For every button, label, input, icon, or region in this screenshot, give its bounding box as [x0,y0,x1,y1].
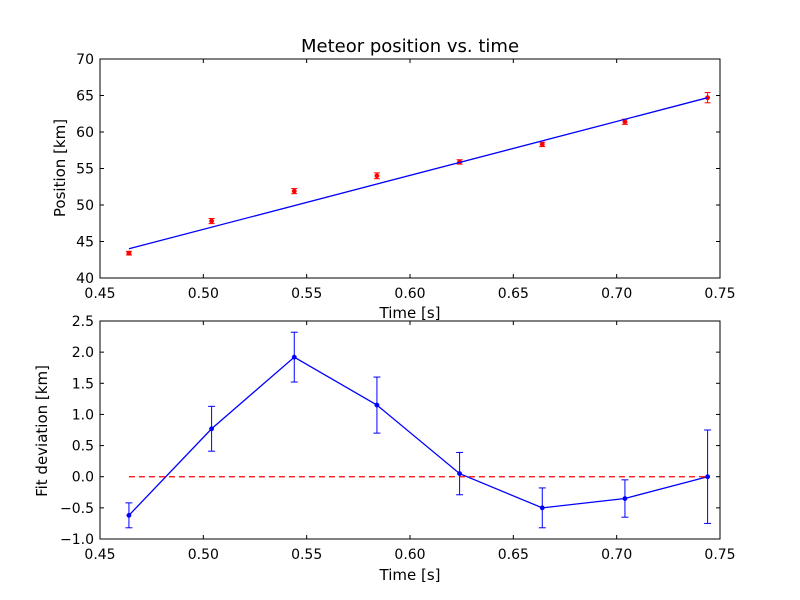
data-point [126,250,132,256]
data-point [539,505,545,511]
x-tick-label: 0.45 [84,547,115,563]
data-point [291,188,297,194]
x-tick-label: 0.75 [704,547,735,563]
fit-line [128,97,708,250]
x-tick-label: 0.70 [601,286,632,302]
deviation-chart: 0.45 0.50 0.55 0.60 0.65 0.70 0.75 −1.0 −0.5 0.0 0… [33,314,736,584]
position-plot-area: 0.45 0.50 0.55 0.60 0.65 0.70 0.75 40 45 50 55 60 65… [76,52,735,302]
x-axis-label: Time [s] [379,304,441,322]
y-tick-label: 60 [76,125,94,141]
data-point [622,496,628,501]
y-tick-label: 40 [76,271,94,287]
x-axis-label: Time [s] [379,566,441,584]
data-point [209,426,215,432]
x-tick-label: 0.55 [291,286,322,302]
x-tick-label: 0.60 [394,547,425,563]
x-tick-label: 0.50 [188,286,219,302]
position-chart: Meteor position vs. time 0.45 0.50 0.55 0.6… [51,36,736,322]
y-axis-label: Position [km] [51,119,69,217]
data-point [705,474,711,480]
data-point [539,141,545,147]
y-tick-label: 2.0 [72,345,94,361]
x-tick-label: 0.65 [498,547,529,563]
y-tick-label: 70 [76,52,94,68]
deviation-plot-area: 0.45 0.50 0.55 0.60 0.65 0.70 0.75 −1.0 −0.5 0.0 0… [60,314,736,563]
x-tick-label: 0.55 [291,547,322,563]
x-tick-label: 0.75 [704,286,735,302]
deviation-line [128,356,708,516]
y-tick-label: 45 [76,235,94,251]
chart-title: Meteor position vs. time [301,36,519,57]
data-point [457,471,463,477]
data-point [374,402,380,408]
x-tick-label: 0.45 [84,286,115,302]
y-tick-label: 0.5 [72,439,94,455]
y-tick-label: −1.0 [60,532,94,548]
plot-frame [99,58,721,279]
y-tick-label: −0.5 [60,501,94,517]
x-tick-label: 0.65 [498,286,529,302]
y-tick-label: 2.5 [72,314,94,330]
y-axis-label: Fit deviation [km] [33,365,51,497]
x-tick-label: 0.50 [188,547,219,563]
data-point [374,173,380,179]
plot-frame [99,320,721,540]
data-point [291,354,297,360]
y-tick-label: 1.5 [72,376,94,392]
y-tick-label: 55 [76,162,94,178]
y-tick-label: 50 [76,198,94,214]
data-point [126,512,132,518]
y-tick-label: 1.0 [72,407,94,423]
x-tick-label: 0.70 [601,547,632,563]
data-point [209,218,215,224]
x-tick-label: 0.60 [394,286,425,302]
y-tick-label: 0.0 [72,470,94,486]
y-tick-label: 65 [76,89,94,105]
